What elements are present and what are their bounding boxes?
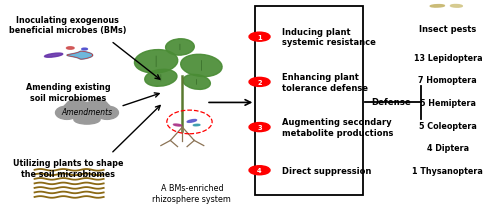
Text: 3: 3 <box>257 124 262 130</box>
Text: Defense: Defense <box>371 97 411 106</box>
Ellipse shape <box>430 6 444 8</box>
Ellipse shape <box>69 103 105 121</box>
Text: Amendments: Amendments <box>62 108 112 117</box>
Ellipse shape <box>82 49 87 51</box>
Text: Enhancing plant
tolerance defense: Enhancing plant tolerance defense <box>282 73 368 92</box>
Circle shape <box>249 33 270 42</box>
Text: Insect pests: Insect pests <box>419 25 476 34</box>
Text: 4 Diptera: 4 Diptera <box>427 143 469 152</box>
Ellipse shape <box>74 115 100 124</box>
Polygon shape <box>67 52 92 60</box>
Text: 4: 4 <box>257 167 262 173</box>
Ellipse shape <box>56 107 78 120</box>
Text: 13 Lepidoptera: 13 Lepidoptera <box>414 54 482 62</box>
Ellipse shape <box>96 107 118 120</box>
Ellipse shape <box>180 55 222 77</box>
Text: 1 Thysanoptera: 1 Thysanoptera <box>412 166 484 175</box>
Text: 5 Coleoptera: 5 Coleoptera <box>419 121 477 130</box>
Ellipse shape <box>187 120 196 123</box>
Text: 2: 2 <box>257 80 262 85</box>
Ellipse shape <box>174 124 182 126</box>
Text: 5 Hemiptera: 5 Hemiptera <box>420 98 476 107</box>
Ellipse shape <box>183 75 210 90</box>
Ellipse shape <box>134 50 178 74</box>
Circle shape <box>249 123 270 132</box>
Text: A BMs-enriched
rhizosphere system: A BMs-enriched rhizosphere system <box>152 183 232 202</box>
Circle shape <box>249 78 270 87</box>
Bar <box>255 7 362 195</box>
Text: Amending existing
soil microbiomes: Amending existing soil microbiomes <box>26 83 110 102</box>
Text: 7 Homoptera: 7 Homoptera <box>418 76 477 85</box>
Text: Direct suppression: Direct suppression <box>282 166 372 175</box>
Ellipse shape <box>166 40 194 56</box>
Circle shape <box>249 166 270 175</box>
Ellipse shape <box>64 103 82 114</box>
Ellipse shape <box>450 6 462 8</box>
Ellipse shape <box>92 103 110 114</box>
Ellipse shape <box>144 70 177 87</box>
Ellipse shape <box>194 125 200 126</box>
Ellipse shape <box>44 54 62 58</box>
Ellipse shape <box>66 100 87 112</box>
Text: Utilizing plants to shape
the soil microbiomes: Utilizing plants to shape the soil micro… <box>12 159 123 178</box>
Ellipse shape <box>66 48 74 50</box>
Text: Augmenting secondary
metabolite productions: Augmenting secondary metabolite producti… <box>282 118 394 137</box>
Text: Inducing plant
systemic resistance: Inducing plant systemic resistance <box>282 28 376 47</box>
Text: 1: 1 <box>257 35 262 41</box>
Ellipse shape <box>87 100 108 112</box>
Text: Inoculating exogenous
beneficial microbes (BMs): Inoculating exogenous beneficial microbe… <box>9 16 127 35</box>
